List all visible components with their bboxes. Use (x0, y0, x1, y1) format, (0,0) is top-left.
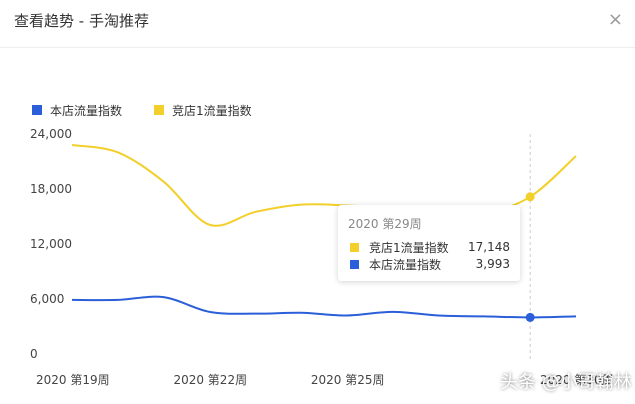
y-tick-label: 18,000 (30, 182, 72, 196)
square-swatch-icon (350, 242, 359, 252)
y-tick-label: 6,000 (30, 292, 64, 306)
tooltip-series-value: 17,148 (468, 240, 510, 254)
hover-point-0 (525, 312, 535, 322)
tooltip-row-own: 本店流量指数 3,993 (350, 256, 510, 272)
x-tick-label: 2020 第30周 (540, 373, 614, 387)
watermark: 头条 @小哥翰林 (500, 372, 632, 393)
tooltip-series-name: 本店流量指数 (369, 257, 442, 272)
legend-label: 本店流量指数 (50, 103, 123, 118)
series-line-0 (71, 295, 577, 319)
header-divider (0, 47, 635, 48)
dialog-header: 查看趋势 - 手淘推荐 × (0, 0, 635, 44)
tooltip-series-value: 3,993 (475, 257, 510, 271)
close-icon[interactable]: × (607, 9, 623, 30)
chart-legend: 本店流量指数 竞店1流量指数 (32, 101, 284, 119)
tooltip-title: 2020 第29周 (348, 217, 422, 231)
legend-label: 竞店1流量指数 (172, 103, 252, 118)
tooltip-series-name: 竞店1流量指数 (369, 240, 449, 255)
y-tick-label: 12,000 (30, 237, 72, 251)
x-tick-label: 2020 第22周 (173, 373, 247, 387)
square-swatch-icon (350, 259, 359, 269)
x-tick-label: 2020 第25周 (311, 373, 385, 387)
square-swatch-icon (154, 105, 165, 115)
hover-point-1 (525, 192, 535, 202)
legend-item-competitor[interactable]: 竞店1流量指数 (154, 102, 252, 119)
chart-tooltip: 2020 第29周 竞店1流量指数 17,148 本店流量指数 3,993 (338, 205, 520, 281)
square-swatch-icon (32, 105, 42, 115)
y-tick-label: 24,000 (30, 127, 72, 141)
y-tick-label: 0 (30, 347, 38, 361)
tooltip-row-competitor: 竞店1流量指数 17,148 (350, 239, 510, 255)
x-tick-label: 2020 第19周 (36, 373, 110, 387)
legend-item-own[interactable]: 本店流量指数 (32, 102, 122, 119)
dialog-title: 查看趋势 - 手淘推荐 (14, 12, 149, 30)
